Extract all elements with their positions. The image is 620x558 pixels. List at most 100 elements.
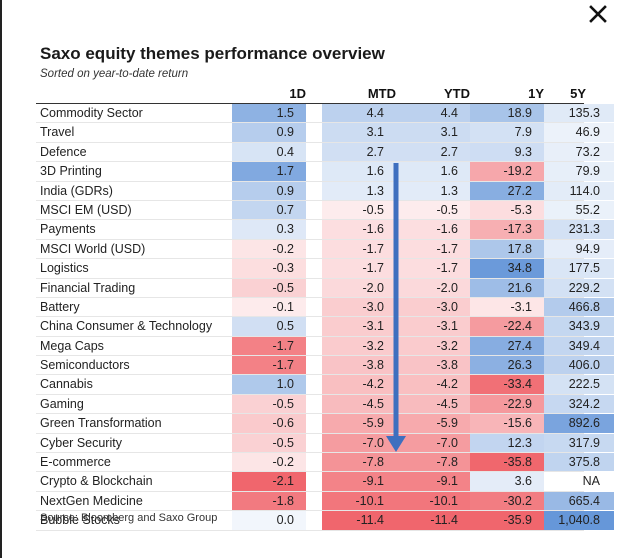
cell-mtd: -1.6: [322, 220, 396, 239]
cell-ytd: -1.6: [396, 220, 470, 239]
cell-1d: -2.1: [232, 472, 306, 491]
table-row: Battery -0.1 -3.0 -3.0 -3.1 466.8: [36, 297, 614, 318]
row-label: Payments: [40, 222, 96, 237]
cell-1d: -0.6: [232, 414, 306, 433]
chart-subtitle: Sorted on year-to-date return: [40, 68, 189, 80]
cell-mtd: -3.0: [322, 297, 396, 317]
cell-1d: -1.7: [232, 336, 306, 356]
cell-1y: 21.6: [470, 278, 544, 297]
cell-1y: -30.2: [470, 491, 544, 511]
cell-mtd: 1.3: [322, 181, 396, 200]
table-row: Payments 0.3 -1.6 -1.6 -17.3 231.3: [36, 220, 614, 240]
cell-1d: 0.9: [232, 181, 306, 200]
column-header-1y: 1Y: [528, 86, 544, 101]
row-label: Defence: [40, 144, 87, 159]
cell-5y: 94.9: [544, 239, 614, 259]
cell-5y: 73.2: [544, 142, 614, 162]
row-label: Green Transformation: [40, 416, 162, 431]
column-header-5y: 5Y: [570, 86, 586, 101]
close-icon[interactable]: [586, 2, 610, 26]
column-header-mtd: MTD: [367, 86, 396, 101]
row-label: Gaming: [40, 396, 84, 411]
cell-ytd: -2.0: [396, 278, 470, 297]
cell-ytd: -1.7: [396, 259, 470, 278]
table-row: Commodity Sector 1.5 4.4 4.4 18.9 135.3: [36, 104, 614, 124]
row-label: Cyber Security: [40, 435, 122, 450]
performance-table: 1D MTD YTD 1Y 5Y Commodity Sector 1.5 4.4 4.4 18…: [36, 85, 614, 531]
cell-mtd: -7.8: [322, 453, 396, 472]
cell-mtd: -1.7: [322, 259, 396, 278]
cell-mtd: -9.1: [322, 472, 396, 491]
table-row: MSCI EM (USD) 0.7 -0.5 -0.5 -5.3 55.2: [36, 200, 614, 221]
chart-title: Saxo equity themes performance overview: [40, 44, 385, 63]
cell-ytd: -3.1: [396, 317, 470, 336]
cell-1d: 0.3: [232, 220, 306, 239]
cell-1y: -3.1: [470, 297, 544, 317]
cell-1d: 0.0: [232, 511, 306, 530]
cell-mtd: -11.4: [322, 511, 396, 530]
cell-mtd: 2.7: [322, 142, 396, 162]
cell-1d: -0.5: [232, 394, 306, 414]
cell-1y: -35.9: [470, 511, 544, 530]
cell-1d: 0.5: [232, 317, 306, 336]
row-label: NextGen Medicine: [40, 493, 143, 508]
cell-5y: 466.8: [544, 297, 614, 317]
cell-1y: 27.4: [470, 336, 544, 356]
cell-ytd: -11.4: [396, 511, 470, 530]
cell-5y: 46.9: [544, 123, 614, 142]
cell-5y: 55.2: [544, 200, 614, 220]
cell-ytd: 3.1: [396, 123, 470, 142]
cell-ytd: -4.2: [396, 375, 470, 394]
cell-1y: -17.3: [470, 220, 544, 239]
row-label: Financial Trading: [40, 280, 136, 295]
row-label: Mega Caps: [40, 338, 104, 353]
cell-1y: -19.2: [470, 162, 544, 181]
row-label: Cannabis: [40, 377, 93, 392]
cell-mtd: 1.6: [322, 162, 396, 181]
cell-1y: -33.4: [470, 375, 544, 394]
table-row: India (GDRs) 0.9 1.3 1.3 27.2 114.0: [36, 181, 614, 201]
cell-1d: 0.7: [232, 200, 306, 220]
cell-ytd: 1.6: [396, 162, 470, 181]
cell-1d: -0.2: [232, 239, 306, 259]
column-header-ytd: YTD: [444, 86, 470, 101]
cell-5y: 406.0: [544, 356, 614, 375]
table-row: China Consumer & Technology 0.5 -3.1 -3.1 -2…: [36, 317, 614, 337]
cell-1d: 1.5: [232, 104, 306, 123]
cell-5y: 317.9: [544, 433, 614, 453]
cell-5y: 665.4: [544, 491, 614, 511]
cell-1y: 17.8: [470, 239, 544, 259]
cell-mtd: -4.2: [322, 375, 396, 394]
cell-1d: 1.0: [232, 375, 306, 394]
cell-5y: 177.5: [544, 259, 614, 278]
cell-1y: -35.8: [470, 453, 544, 472]
table-row: 3D Printing 1.7 1.6 1.6 -19.2 79.9: [36, 162, 614, 182]
cell-1d: 1.7: [232, 162, 306, 181]
table-row: Financial Trading -0.5 -2.0 -2.0 21.6 229.2: [36, 278, 614, 298]
cell-ytd: 1.3: [396, 181, 470, 200]
cell-5y: 324.2: [544, 394, 614, 414]
cell-1y: 34.8: [470, 259, 544, 278]
cell-ytd: -7.0: [396, 433, 470, 453]
cell-mtd: -3.2: [322, 336, 396, 356]
cell-ytd: -1.7: [396, 239, 470, 259]
cell-ytd: -9.1: [396, 472, 470, 491]
cell-1d: -0.3: [232, 259, 306, 278]
cell-ytd: -4.5: [396, 394, 470, 414]
cell-5y: 375.8: [544, 453, 614, 472]
row-label: China Consumer & Technology: [40, 319, 213, 334]
cell-5y: 114.0: [544, 181, 614, 200]
cell-1d: 0.9: [232, 123, 306, 142]
cell-5y: NA: [544, 472, 614, 491]
cell-1y: 9.3: [470, 142, 544, 162]
table-row: Travel 0.9 3.1 3.1 7.9 46.9: [36, 123, 614, 143]
cell-mtd: 4.4: [322, 104, 396, 123]
cell-1d: 0.4: [232, 142, 306, 162]
header-divider: [36, 103, 584, 104]
row-label: Semiconductors: [40, 358, 130, 373]
source-note: Source: Bloomberg and Saxo Group: [40, 512, 218, 524]
cell-5y: 229.2: [544, 278, 614, 297]
row-label: India (GDRs): [40, 183, 113, 198]
table-row: Cannabis 1.0 -4.2 -4.2 -33.4 222.5: [36, 375, 614, 395]
cell-ytd: -0.5: [396, 200, 470, 220]
